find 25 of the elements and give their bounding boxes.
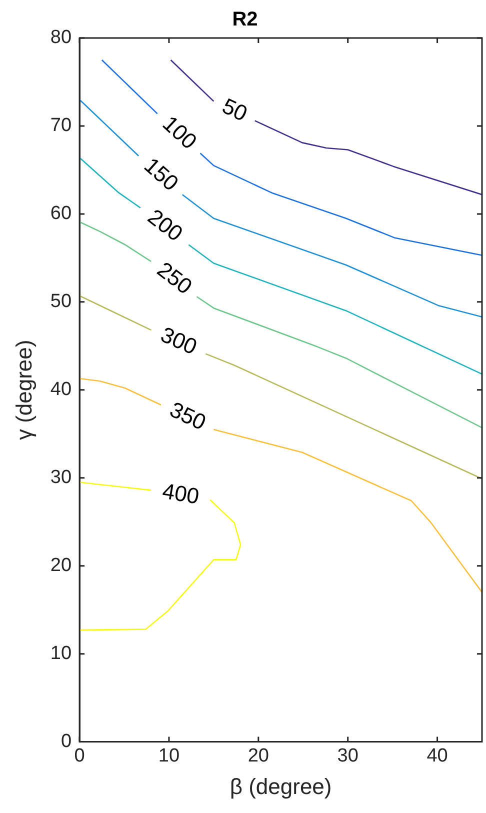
text: 200 xyxy=(143,204,188,246)
y-tick-label: 30 xyxy=(50,467,72,488)
y-tick-label: 70 xyxy=(50,115,72,136)
x-tick-label: 30 xyxy=(337,745,358,766)
text: 100 xyxy=(158,110,202,154)
text: 50 xyxy=(218,93,252,126)
x-tick-label: 0 xyxy=(74,745,85,766)
x-tick-label: 10 xyxy=(158,745,180,766)
y-tick-label: 40 xyxy=(50,379,72,400)
x-tick-label: 20 xyxy=(248,745,269,766)
y-tick-label: 50 xyxy=(50,291,72,312)
chart-title: R2 xyxy=(232,8,258,31)
text: 400 xyxy=(160,478,201,509)
y-tick-label: 10 xyxy=(50,643,72,664)
text: 250 xyxy=(152,256,197,300)
y-tick-label: 80 xyxy=(50,27,72,48)
y-tick-label: 20 xyxy=(50,555,72,576)
y-tick-label: 0 xyxy=(60,731,72,752)
text: 300 xyxy=(157,322,201,360)
y-tick-label: 60 xyxy=(50,203,72,224)
text: 150 xyxy=(139,152,184,196)
x-axis-title: β (degree) xyxy=(230,774,332,799)
y-axis-title: γ (degree) xyxy=(11,340,36,440)
x-tick-label: 40 xyxy=(426,745,448,766)
text: 350 xyxy=(166,396,210,435)
